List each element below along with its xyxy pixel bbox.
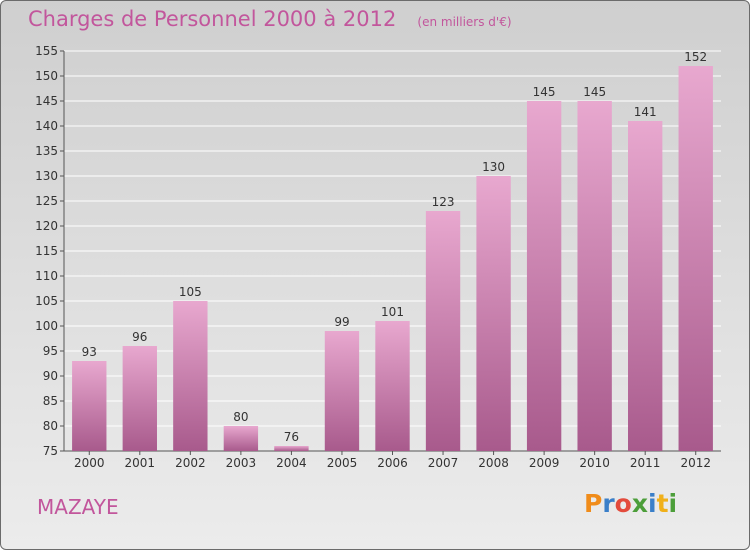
bar [628,121,663,451]
chart-subtitle: (en milliers d'€) [417,15,512,29]
logo-letter: i [668,489,678,518]
proxiti-logo: Proxiti [584,489,677,518]
bar [425,211,461,451]
x-tick-label: 2010 [579,456,610,470]
bar [122,346,157,451]
bar [577,101,612,451]
bar [324,331,360,451]
logo-letter: t [656,489,669,518]
bar-value-label: 101 [381,305,404,319]
bar-value-label: 145 [583,85,606,99]
logo-letter: r [602,489,615,518]
bar-value-label: 123 [432,195,455,209]
y-tick-label: 120 [35,219,58,233]
bar-value-label: 96 [132,330,147,344]
x-tick-label: 2004 [276,456,307,470]
title-row: Charges de Personnel 2000 à 2012 (en mil… [28,7,512,31]
x-tick-label: 2008 [478,456,509,470]
bar [375,321,410,451]
bar-value-label: 80 [233,410,248,424]
bar-value-label: 141 [634,105,657,119]
bar [173,301,208,451]
logo-letter: x [631,489,648,518]
y-tick-label: 140 [35,119,58,133]
bar [223,426,259,451]
y-tick-label: 125 [35,194,58,208]
x-tick-label: 2000 [74,456,105,470]
bar-value-label: 99 [334,315,349,329]
bar-value-label: 76 [284,430,299,444]
x-tick-label: 2007 [428,456,459,470]
bar-value-label: 93 [82,345,97,359]
bar [526,101,562,451]
y-tick-label: 100 [35,319,58,333]
y-tick-label: 155 [35,44,58,58]
x-tick-label: 2012 [680,456,711,470]
logo-letter: o [614,489,632,518]
bar-chart: 75 80 85 90 95 100 105 110 115 120 125 130 135 140 145… [35,44,721,470]
y-tick-label: 80 [43,419,58,433]
y-tick-label: 90 [43,369,58,383]
x-tick-label: 2003 [226,456,257,470]
bar-value-label: 152 [684,50,707,64]
y-tick-label: 150 [35,69,58,83]
bar [274,446,309,451]
y-tick-label: 105 [35,294,58,308]
bar-value-label: 105 [179,285,202,299]
x-tick-label: 2005 [327,456,358,470]
y-tick-label: 130 [35,169,58,183]
x-tick-label: 2011 [630,456,661,470]
y-tick-label: 135 [35,144,58,158]
bar [72,361,107,451]
y-tick-label: 95 [43,344,58,358]
y-tick-label: 115 [35,244,58,258]
bar-value-label: 145 [533,85,556,99]
bar [678,66,713,451]
bar-value-label: 130 [482,160,505,174]
x-tick-label: 2009 [529,456,560,470]
y-tick-label: 85 [43,394,58,408]
y-tick-label: 110 [35,269,58,283]
chart-title: Charges de Personnel 2000 à 2012 [28,7,397,31]
x-tick-label: 2001 [125,456,156,470]
y-tick-label: 145 [35,94,58,108]
logo-letter: P [584,489,603,518]
logo-letter: i [648,489,657,518]
commune-name: MAZAYE [37,495,119,519]
x-tick-label: 2002 [175,456,206,470]
bar [476,176,511,451]
x-tick-label: 2006 [377,456,408,470]
y-tick-label: 75 [43,444,58,458]
